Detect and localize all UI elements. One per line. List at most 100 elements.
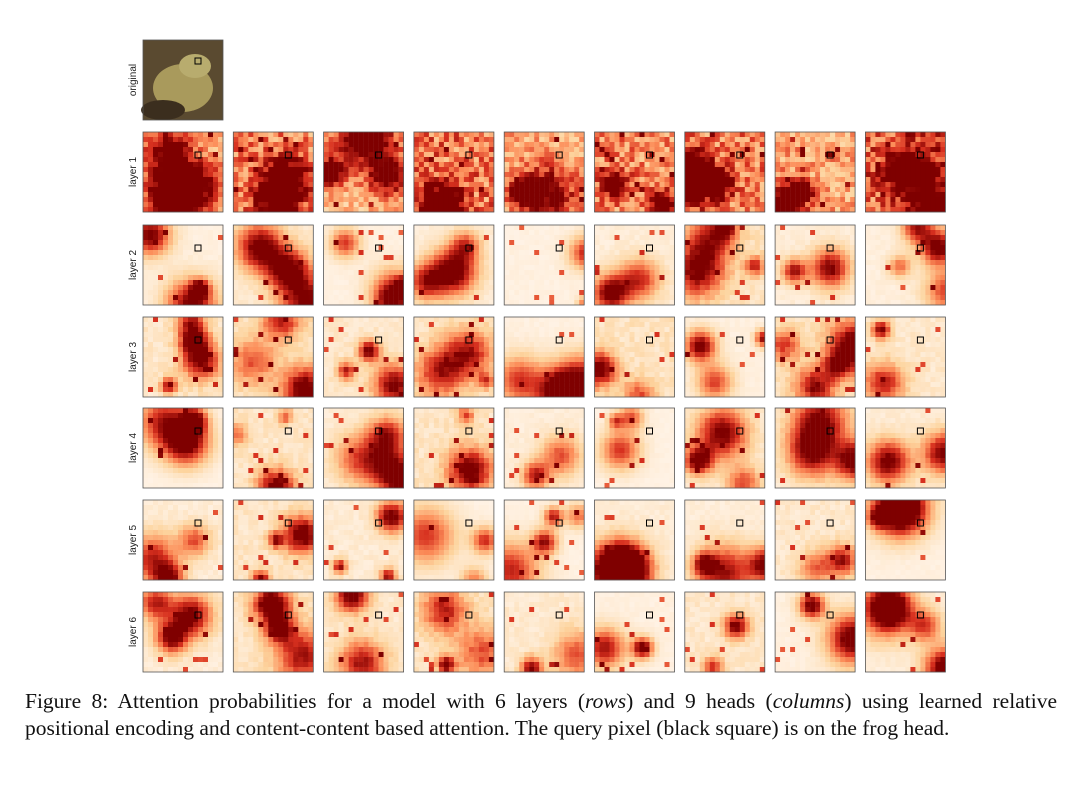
attention-cell: [835, 182, 841, 188]
attention-cell: [619, 147, 625, 153]
attention-cell: [193, 322, 199, 328]
attention-cell: [729, 152, 735, 158]
attention-cell: [830, 250, 836, 256]
attention-cell: [288, 157, 294, 163]
attention-cell: [744, 245, 750, 251]
attention-cell: [143, 317, 149, 323]
attention-cell: [820, 240, 826, 246]
attention-cell: [388, 225, 394, 231]
attention-cell: [569, 152, 575, 158]
attention-cell: [659, 182, 665, 188]
attention-cell: [780, 202, 786, 208]
attention-cell: [870, 142, 876, 148]
attention-cell: [433, 202, 440, 208]
attention-cell: [940, 132, 946, 138]
attention-cell: [203, 285, 209, 291]
attention-cell: [749, 172, 755, 178]
attention-cell: [443, 250, 450, 256]
attention-map: [684, 224, 766, 306]
attention-cell: [143, 260, 149, 266]
attention-cell: [293, 235, 299, 241]
attention-cell: [388, 207, 394, 213]
attention-cell: [669, 152, 675, 158]
attention-cell: [719, 275, 725, 281]
attention-cell: [529, 152, 535, 158]
attention-cell: [163, 230, 169, 236]
attention-cell: [614, 132, 620, 138]
attention-cell: [198, 142, 204, 148]
attention-cell: [724, 295, 730, 301]
attention-cell: [343, 285, 349, 291]
attention-cell: [599, 187, 605, 193]
attention-cell: [423, 137, 430, 143]
attention-cell: [940, 295, 946, 301]
query-pixel: [826, 151, 834, 159]
attention-cell: [158, 337, 164, 343]
attention-cell: [935, 240, 941, 246]
attention-cell: [453, 230, 460, 236]
attention-cell: [890, 192, 896, 198]
attention-cell: [478, 300, 485, 306]
attention-cell: [328, 290, 334, 296]
attention-cell: [353, 142, 359, 148]
attention-cell: [840, 280, 846, 286]
attention-cell: [564, 260, 570, 266]
attention-cell: [208, 332, 214, 338]
attention-cell: [744, 295, 750, 301]
attention-cell: [574, 260, 580, 266]
attention-cell: [714, 152, 720, 158]
attention-cell: [148, 167, 154, 173]
attention-cell: [810, 172, 816, 178]
attention-cell: [333, 240, 339, 246]
attention-cell: [428, 162, 435, 168]
attention-cell: [624, 235, 630, 241]
attention-cell: [754, 202, 760, 208]
attention-cell: [148, 255, 154, 261]
attention-cell: [684, 265, 690, 271]
attention-cell: [328, 202, 334, 208]
attention-cell: [504, 167, 510, 173]
attention-cell: [213, 290, 219, 296]
attention-cell: [348, 240, 354, 246]
attention-cell: [684, 167, 690, 173]
attention-cell: [699, 137, 705, 143]
attention-cell: [273, 260, 279, 266]
attention-cell: [453, 300, 460, 306]
attention-cell: [599, 260, 605, 266]
attention-cell: [308, 167, 314, 173]
attention-cell: [303, 240, 309, 246]
attention-cell: [198, 177, 204, 183]
attention-cell: [604, 137, 610, 143]
attention-cell: [669, 280, 675, 286]
attention-cell: [624, 250, 630, 256]
attention-cell: [930, 172, 936, 178]
attention-cell: [775, 265, 781, 271]
attention-cell: [278, 280, 284, 286]
attention-cell: [283, 275, 289, 281]
attention-cell: [293, 250, 299, 256]
attention-cell: [569, 275, 575, 281]
attention-cell: [288, 167, 294, 173]
attention-cell: [178, 300, 184, 306]
attention-cell: [368, 202, 374, 208]
attention-cell: [624, 255, 630, 261]
attention-cell: [915, 192, 921, 198]
attention-cell: [900, 280, 906, 286]
attention-cell: [880, 225, 886, 231]
attention-cell: [173, 387, 179, 393]
attention-cell: [378, 132, 384, 138]
attention-cell: [559, 290, 565, 296]
attention-cell: [689, 245, 695, 251]
attention-cell: [739, 172, 745, 178]
attention-cell: [539, 142, 545, 148]
attention-cell: [935, 147, 941, 153]
attention-cell: [283, 225, 289, 231]
attention-cell: [423, 250, 430, 256]
attention-cell: [188, 152, 194, 158]
attention-cell: [173, 137, 179, 143]
attention-cell: [358, 260, 364, 266]
attention-cell: [880, 285, 886, 291]
attention-cell: [248, 147, 254, 153]
attention-cell: [453, 290, 460, 296]
attention-cell: [935, 167, 941, 173]
